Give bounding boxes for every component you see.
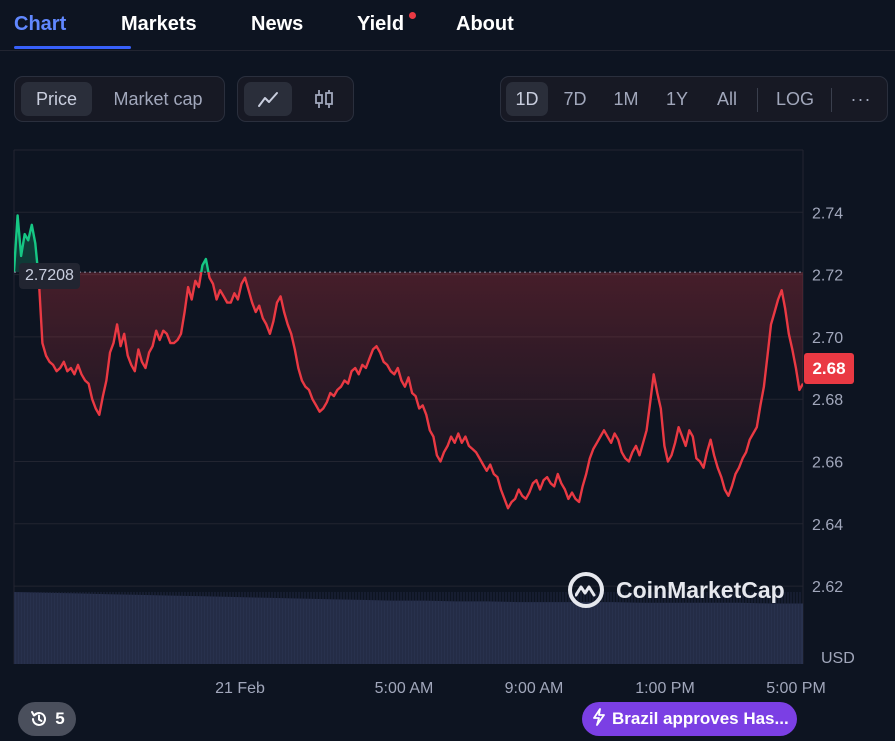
y-tick-label: 2.68	[812, 392, 843, 409]
watermark-text: CoinMarketCap	[616, 576, 785, 603]
x-tick-label: 9:00 AM	[505, 680, 564, 697]
range-1y[interactable]: 1Y	[665, 88, 689, 109]
yield-notification-dot	[409, 12, 416, 19]
tab-yield[interactable]: Yield	[357, 13, 405, 35]
y-tick-label: 2.72	[812, 268, 843, 285]
tab-markets[interactable]: Markets	[121, 13, 197, 35]
chart-style-toggle	[237, 76, 354, 122]
y-tick-label: 2.74	[812, 205, 843, 222]
line-chart-icon	[258, 92, 278, 107]
tab-chart[interactable]: Chart	[14, 13, 67, 35]
candlestick-icon	[315, 90, 333, 108]
range-divider	[831, 88, 832, 112]
history-icon	[31, 711, 47, 726]
y-tick-label: 2.66	[812, 455, 843, 472]
history-count: 5	[55, 709, 65, 728]
range-divider	[757, 88, 758, 112]
tab-news[interactable]: News	[251, 13, 304, 35]
y-tick-label: 2.70	[812, 330, 843, 347]
reference-price-label: 2.7208	[19, 263, 80, 289]
log-scale-button[interactable]: LOG	[775, 88, 814, 109]
range-1d[interactable]: 1D	[506, 82, 548, 116]
current-price-badge: 2.68	[804, 353, 854, 384]
y-tick-label: 2.62	[812, 579, 843, 596]
volume-area	[14, 592, 803, 664]
price-line-down	[36, 272, 803, 510]
x-tick-label: 5:00 AM	[375, 680, 434, 697]
range-7d[interactable]: 7D	[563, 88, 587, 109]
candlestick-button[interactable]	[300, 82, 348, 116]
coinmarketcap-logo-icon	[568, 572, 604, 608]
x-tick-label: 5:00 PM	[766, 680, 826, 697]
active-tab-underline	[14, 46, 131, 49]
news-event-pill[interactable]: Brazil approves Has...	[582, 702, 797, 736]
news-pill-label: Brazil approves Has...	[612, 709, 789, 728]
range-all[interactable]: All	[716, 88, 737, 109]
lightning-icon	[592, 707, 606, 731]
y-tick-label: 2.64	[812, 517, 843, 534]
range-1m[interactable]: 1M	[613, 88, 639, 109]
tab-about[interactable]: About	[456, 13, 514, 35]
price-type-toggle: Price Market cap	[14, 76, 225, 122]
range-selector: 1D 7D 1M 1Y All LOG ···	[500, 76, 888, 122]
price-button[interactable]: Price	[21, 82, 92, 116]
y-unit-label: USD	[821, 650, 855, 667]
line-chart-button[interactable]	[244, 82, 292, 116]
more-options-button[interactable]: ···	[850, 88, 872, 109]
x-tick-label: 21 Feb	[215, 680, 265, 697]
price-area-down	[38, 272, 803, 509]
top-nav: Chart Markets News Yield About	[0, 0, 895, 51]
coinmarketcap-watermark: CoinMarketCap	[568, 572, 785, 608]
x-tick-label: 1:00 PM	[635, 680, 695, 697]
market-cap-button[interactable]: Market cap	[113, 88, 203, 109]
history-button[interactable]: 5	[18, 702, 76, 736]
